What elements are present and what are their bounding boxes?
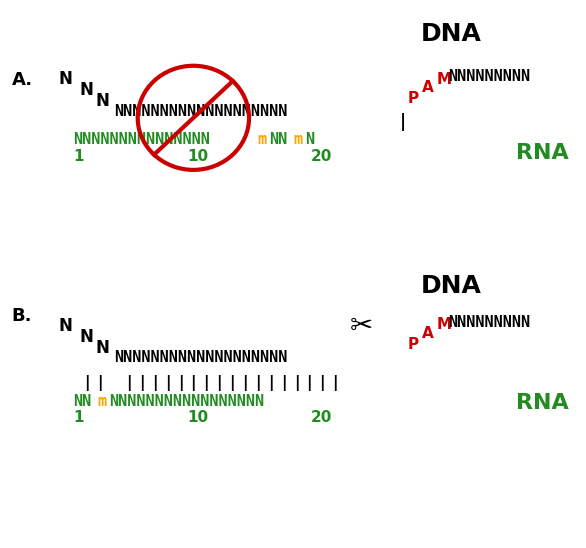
Text: |: | (84, 374, 90, 391)
Text: m: m (98, 393, 107, 409)
Text: m: m (258, 132, 267, 147)
Text: B.: B. (12, 307, 32, 325)
Text: DNA: DNA (421, 274, 482, 298)
Text: ✂: ✂ (349, 312, 373, 340)
Text: |: | (152, 374, 158, 391)
Text: DNA: DNA (421, 22, 482, 46)
Text: m: m (293, 132, 302, 147)
Text: |: | (255, 374, 261, 391)
Text: N: N (79, 82, 93, 99)
Text: P: P (407, 336, 418, 352)
Text: N: N (96, 339, 110, 357)
Text: NN: NN (73, 393, 91, 409)
Text: NNNNNNNNN: NNNNNNNNN (448, 315, 530, 330)
Text: 10: 10 (188, 410, 209, 425)
Text: N: N (79, 328, 93, 346)
Text: |: | (281, 374, 287, 391)
Text: |: | (332, 374, 338, 391)
Text: RNA: RNA (516, 144, 568, 163)
Text: |: | (319, 374, 325, 391)
Text: |: | (190, 374, 196, 391)
Text: |: | (178, 374, 183, 391)
Text: |: | (400, 113, 406, 130)
Text: |: | (216, 374, 222, 391)
Text: |: | (242, 374, 248, 391)
Text: |: | (306, 374, 312, 391)
Text: A: A (422, 80, 434, 95)
Text: NNNNNNNNN: NNNNNNNNN (448, 69, 530, 84)
Text: NNNNNNNNNNNNNNN: NNNNNNNNNNNNNNN (73, 132, 210, 147)
Text: NNNNNNNNNNNNNNNNNNN: NNNNNNNNNNNNNNNNNNN (114, 350, 288, 365)
Text: RNA: RNA (516, 393, 568, 413)
Text: 20: 20 (311, 410, 332, 425)
Text: |: | (97, 374, 103, 391)
Text: M: M (437, 317, 452, 333)
Text: NN: NN (270, 132, 288, 147)
Text: |: | (139, 374, 145, 391)
Text: |: | (203, 374, 209, 391)
Text: A: A (422, 326, 434, 341)
Text: N: N (59, 317, 73, 335)
Text: N: N (59, 71, 73, 88)
Text: M: M (437, 72, 452, 87)
Text: 1: 1 (73, 149, 84, 164)
Text: NNNNNNNNNNNNNNNNN: NNNNNNNNNNNNNNNNN (110, 393, 265, 409)
Text: |: | (268, 374, 274, 391)
Text: NNNNNNNNNNNNNNNNNNN: NNNNNNNNNNNNNNNNNNN (114, 104, 288, 119)
Text: |: | (294, 374, 299, 391)
Text: |: | (229, 374, 235, 391)
Text: 20: 20 (311, 149, 332, 164)
Text: N: N (305, 132, 314, 147)
Text: |: | (126, 374, 132, 391)
Text: 1: 1 (73, 410, 84, 425)
Text: A.: A. (12, 71, 33, 89)
Text: 10: 10 (188, 149, 209, 164)
Text: P: P (407, 91, 418, 106)
Text: N: N (96, 93, 110, 110)
Text: |: | (165, 374, 171, 391)
